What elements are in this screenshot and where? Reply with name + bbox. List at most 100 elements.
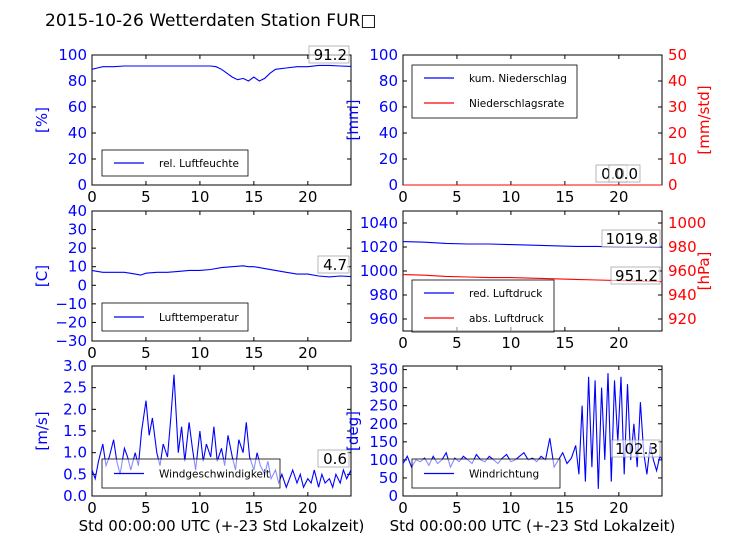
- x-axis-label: Std 00:00:00 UTC (+-23 Std Lokalzeit): [390, 517, 676, 535]
- y-tick-label: 150: [369, 433, 398, 451]
- y-tick-label: 300: [369, 379, 398, 397]
- x-tick-label: 15: [555, 188, 574, 206]
- value-annotation-box: [317, 255, 350, 274]
- x-tick-label: 0: [87, 344, 97, 362]
- y-tick-label: 1.0: [63, 444, 87, 462]
- y-tick-label: 250: [369, 397, 398, 415]
- y2-axis-label: [mm/std]: [695, 85, 713, 154]
- x-tick-label: 15: [555, 334, 574, 352]
- value-annotation-box: [610, 266, 661, 285]
- y-tick-label: 30: [68, 221, 87, 239]
- legend-label: Windgeschwindigkeit: [159, 469, 270, 481]
- y-tick-label: 100: [58, 46, 87, 64]
- y2-tick-label: 0: [668, 176, 678, 194]
- x-tick-label: 5: [141, 188, 151, 206]
- y-tick-label: 40: [379, 124, 398, 142]
- y2-tick-label: 50: [668, 46, 687, 64]
- x-tick-label: 5: [452, 188, 462, 206]
- y-tick-label: 1000: [360, 262, 398, 280]
- y-tick-label: 1.5: [63, 422, 87, 440]
- chart-temperature: 0 5 10 15 20−30−20−10010203040[C]Lufttempera…: [33, 202, 352, 362]
- value-annotation: 91.2: [314, 46, 347, 64]
- y2-tick-label: 1000: [668, 214, 706, 232]
- x-tick-label: 20: [298, 344, 317, 362]
- y-tick-label: 2.5: [63, 379, 87, 397]
- x-tick-label: 10: [501, 188, 520, 206]
- y-axis-label: [mm]: [344, 100, 362, 141]
- y-axis-label: [deg]: [344, 411, 362, 451]
- y-tick-label: 0.0: [63, 487, 87, 505]
- y2-tick-label: 980: [668, 238, 697, 256]
- y-tick-label: 80: [68, 72, 87, 90]
- value-annotation: 951.2: [615, 267, 658, 285]
- x-tick-label: 10: [501, 499, 520, 517]
- y-tick-label: 1020: [360, 238, 398, 256]
- legend-label: red. Luftdruck: [469, 288, 543, 300]
- x-tick-label: 15: [244, 499, 263, 517]
- y-tick-label: 20: [379, 150, 398, 168]
- series-line-0: [91, 374, 352, 490]
- y-tick-label: 40: [68, 124, 87, 142]
- x-tick-label: 20: [298, 188, 317, 206]
- x-axis-label: Std 00:00:00 UTC (+-23 Std Lokalzeit): [79, 517, 365, 535]
- y2-tick-label: 960: [668, 262, 697, 280]
- x-tick-label: 5: [141, 344, 151, 362]
- legend: Lufttemperatur: [101, 302, 249, 332]
- y-tick-label: 0: [388, 487, 398, 505]
- y2-tick-label: 20: [668, 124, 687, 142]
- x-tick-label: 20: [609, 499, 628, 517]
- chart-precip: 0 5 10 15 20 0 20 40 60 80 100 0 10 20 30 40 50 [mm] [mm/s…: [344, 46, 713, 206]
- y-tick-label: 40: [68, 202, 87, 220]
- y-tick-label: 100: [369, 451, 398, 469]
- x-tick-label: 15: [555, 499, 574, 517]
- y-tick-label: −20: [55, 313, 87, 331]
- y-tick-label: 350: [369, 361, 398, 379]
- y-tick-label: 0: [77, 176, 87, 194]
- value-annotation-box: [317, 449, 350, 468]
- y-axis-label: [%]: [33, 107, 51, 133]
- x-tick-label: 5: [452, 334, 462, 352]
- x-tick-label: 10: [190, 499, 209, 517]
- y-tick-label: 980: [369, 286, 398, 304]
- y-tick-label: 200: [369, 415, 398, 433]
- y-tick-label: −10: [55, 295, 87, 313]
- x-tick-label: 0: [87, 499, 97, 517]
- x-tick-label: 10: [501, 334, 520, 352]
- x-tick-label: 20: [609, 188, 628, 206]
- value-annotation: 102.3: [615, 440, 658, 458]
- legend: red. Luftdruck abs. Luftdruck: [411, 279, 555, 333]
- legend-label: Lufttemperatur: [159, 312, 239, 324]
- series-line-0: [91, 64, 352, 82]
- y2-tick-label: 10: [668, 150, 687, 168]
- y2-tick-label: 940: [668, 286, 697, 304]
- axes-frame: [91, 54, 352, 186]
- legend: Windgeschwindigkeit: [101, 458, 281, 489]
- x-tick-label: 20: [609, 334, 628, 352]
- legend: rel. Luftfeuchte: [101, 149, 249, 177]
- x-tick-label: 15: [244, 188, 263, 206]
- chart-wind-speed: 0 5 10 15 20 0.0 0.5 1.0 1.5 2.0 2.5 3.0 [m/s] Std 00…: [33, 357, 364, 535]
- legend-label: Windrichtung: [469, 469, 539, 481]
- y2-axis-label: [hPa]: [695, 252, 713, 291]
- x-tick-label: 5: [452, 499, 462, 517]
- y-tick-label: 20: [68, 150, 87, 168]
- y-tick-label: 20: [68, 239, 87, 257]
- y-tick-label: 2.0: [63, 400, 87, 418]
- value-annotation-box: [610, 439, 661, 458]
- y-tick-label: 80: [379, 72, 398, 90]
- axes-frame: [402, 365, 663, 497]
- y-tick-label: 0.5: [63, 465, 87, 483]
- legend-box: [411, 64, 578, 119]
- y-tick-label: 1040: [360, 214, 398, 232]
- y-tick-label: −30: [55, 332, 87, 350]
- y-tick-label: 0: [77, 276, 87, 294]
- y-axis-label: [C]: [33, 265, 51, 287]
- x-tick-label: 10: [190, 188, 209, 206]
- legend-label: kum. Niederschlag: [469, 73, 567, 85]
- y-tick-label: 60: [379, 98, 398, 116]
- y-tick-label: 50: [379, 469, 398, 487]
- value-annotation: 1019.8: [606, 230, 659, 248]
- x-tick-label: 0: [398, 188, 408, 206]
